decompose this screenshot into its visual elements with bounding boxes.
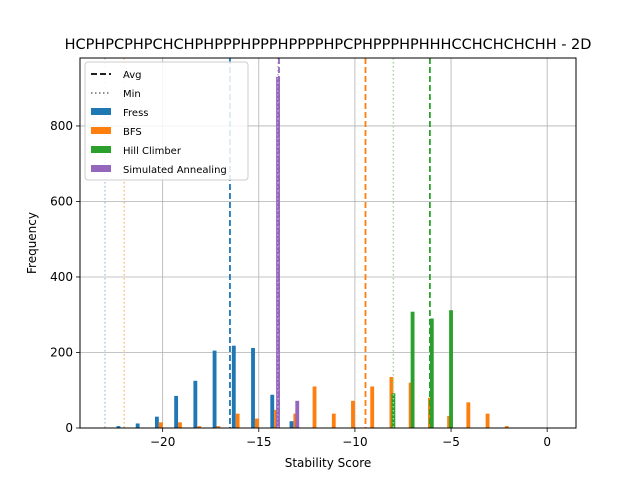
legend-simulated-annealing-label: Simulated Annealing (123, 165, 227, 176)
legend-hill-climber-label: Hill Climber (123, 146, 182, 157)
bar-bfs (466, 402, 471, 428)
x-tick-label: −5 (442, 435, 460, 449)
bar-fress (231, 345, 236, 428)
legend-simulated-annealing-swatch-icon (91, 165, 111, 172)
legend: Avg Min Fress BFS Hill Climber Simulated Anne… (84, 61, 249, 181)
bar-bfs (485, 413, 490, 428)
legend-box (84, 61, 249, 181)
legend-avg-label: Avg (123, 70, 142, 81)
bar-bfs (312, 386, 317, 428)
y-tick-label: 400 (50, 270, 73, 284)
bar-fress (193, 380, 198, 428)
y-tick-label: 0 (65, 421, 73, 435)
bar-bfs (158, 422, 163, 428)
bar-fress (174, 395, 179, 428)
bar-fress (154, 416, 159, 428)
bar-bfs (254, 418, 259, 428)
y-tick-label: 200 (50, 345, 73, 359)
reference-lines (104, 58, 431, 428)
legend-fress-label: Fress (123, 108, 149, 119)
y-tick-label: 600 (50, 194, 73, 208)
x-tick-label: −15 (246, 435, 271, 449)
y-tick-label: 800 (50, 119, 73, 133)
x-axis-label: Stability Score (285, 456, 372, 470)
bar-fress (116, 426, 121, 428)
bar-bfs (331, 413, 336, 428)
bar-bfs (351, 400, 355, 428)
bar-bfs (216, 426, 221, 428)
legend-hill-climber-swatch-icon (91, 146, 111, 153)
x-tick-label: 0 (543, 435, 551, 449)
x-tick-label: −10 (342, 435, 367, 449)
plot-frame (79, 57, 577, 429)
bar-fress (135, 423, 140, 428)
bar-bfs (178, 422, 182, 428)
x-tick-label: −20 (150, 435, 175, 449)
bar-bfs (197, 426, 202, 428)
bar-fress (270, 394, 275, 428)
bar-bfs (370, 386, 375, 428)
legend-bfs-swatch-icon (91, 127, 111, 134)
legend-fress-swatch-icon (91, 108, 111, 115)
bar-hill-climber (429, 318, 434, 428)
bar-bfs (235, 413, 240, 428)
legend-bfs-label: BFS (123, 127, 142, 138)
bar-fress (251, 347, 255, 428)
bar-simulated-annealing (276, 76, 280, 428)
bar-fress (289, 421, 294, 428)
legend-min-label: Min (123, 89, 141, 100)
axis-ticks: −20 −15 −10 −5 0 0 200 400 600 800 (50, 119, 551, 449)
y-axis-label: Frequency (25, 212, 39, 274)
chart-title: HCPHPCPHPCHCHPHPPPHPPPHPPPPHPCPHPPPHPHHH… (65, 37, 592, 53)
bar-fress (212, 350, 217, 428)
bar-simulated-annealing (295, 400, 300, 428)
bar-hill-climber (449, 310, 453, 428)
bar-hill-climber (410, 311, 415, 428)
bar-bfs (504, 426, 509, 428)
